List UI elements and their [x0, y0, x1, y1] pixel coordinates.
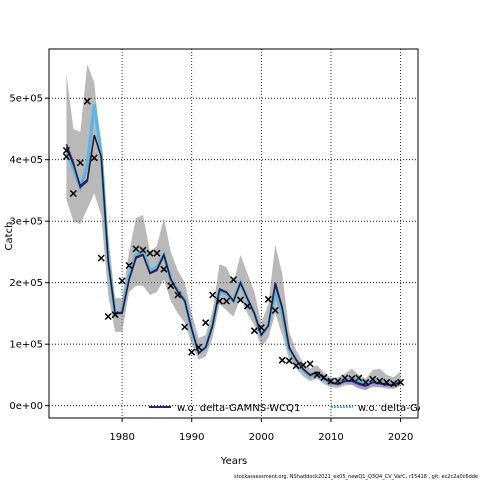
observation-point: [243, 302, 251, 310]
observation-point: [216, 297, 224, 305]
observation-point: [174, 291, 182, 299]
observation-point: [341, 374, 349, 382]
observation-point: [125, 261, 133, 270]
footer-note: stockassessment.org, NShaddock2021_ex05_…: [234, 474, 478, 480]
observation-point: [390, 380, 398, 388]
observation-point: [264, 295, 272, 303]
observation-point: [299, 361, 307, 369]
x-tick-label: 2010: [318, 432, 343, 443]
observation-point: [69, 189, 77, 198]
observation-point: [104, 312, 112, 321]
observation-point: [334, 377, 342, 385]
x-tick-label: 1990: [179, 432, 204, 443]
x-tick-label: 2020: [388, 432, 413, 443]
observation-point: [76, 159, 84, 167]
observation-point: [355, 374, 363, 382]
estimate-line: [65, 134, 401, 387]
observation-point: [257, 324, 265, 332]
observation-point: [62, 153, 70, 161]
y-tick-label: 5e+05: [9, 94, 43, 105]
y-tick-label: 3e+05: [9, 217, 43, 228]
observation-point: [83, 97, 91, 105]
y-tick-label: 0e+00: [9, 401, 43, 412]
observation-point: [181, 323, 189, 331]
observation-point: [320, 373, 328, 381]
observation-point: [236, 296, 244, 304]
observation-point: [202, 319, 210, 327]
observation-point: [327, 377, 335, 385]
observation-point: [209, 291, 217, 299]
observation-point: [188, 348, 196, 356]
plot-frame: [48, 48, 419, 419]
legend-entries: w.o. delta-GAMNS-WCQ1 w.o. delta-GAMNS-WC…: [149, 403, 480, 414]
observation-point: [348, 375, 356, 383]
observation-point: [111, 311, 119, 319]
observation-point: [223, 297, 231, 305]
observation-point: [383, 378, 391, 386]
observation-point: [146, 249, 154, 257]
legend-label-series-1: w.o. delta-GAMNS-WCQ1: [177, 403, 300, 414]
observation-point: [397, 378, 405, 386]
observation-point: [90, 154, 98, 162]
observation-point: [369, 375, 377, 383]
y-axis-ticks: 0e+00 1e+05 2e+05 3e+05 4e+05 5e+05: [9, 94, 49, 412]
observation-point: [229, 276, 238, 284]
observation-point: [139, 246, 147, 254]
observation-point: [285, 357, 293, 365]
observation-point: [160, 265, 168, 273]
observation-point: [362, 378, 370, 386]
observation-point: [271, 306, 279, 314]
observation-point: [62, 146, 70, 155]
x-tick-label: 2000: [249, 432, 274, 443]
y-tick-label: 4e+05: [9, 155, 43, 166]
observation-point: [376, 377, 384, 385]
observation-points: [62, 97, 405, 388]
observation-point: [118, 277, 126, 285]
x-tick-label: 1980: [109, 432, 134, 443]
y-tick-label: 1e+05: [9, 340, 43, 351]
y-tick-label: 2e+05: [9, 278, 43, 289]
observation-point: [306, 360, 314, 368]
observation-point: [292, 362, 300, 370]
observation-point: [313, 371, 321, 379]
x-axis-title: Years: [220, 456, 247, 467]
observation-point: [132, 245, 140, 253]
observation-point: [278, 356, 286, 364]
observation-point: [250, 327, 258, 335]
observation-point: [153, 249, 161, 257]
x-axis-ticks: 1980 1990 2000 2010 2020: [109, 418, 413, 443]
legend: w.o. delta-GAMNS-WCQ1 w.o. delta-GAMNS-WC…: [149, 403, 480, 414]
series-lines: [64, 104, 402, 387]
legend-label-series-2: w.o. delta-GAMNS-WCQ3: [358, 403, 480, 414]
observation-point: [97, 254, 105, 262]
observation-point: [195, 343, 203, 351]
y-axis-title: Catch: [4, 222, 15, 251]
observation-point: [167, 282, 175, 290]
